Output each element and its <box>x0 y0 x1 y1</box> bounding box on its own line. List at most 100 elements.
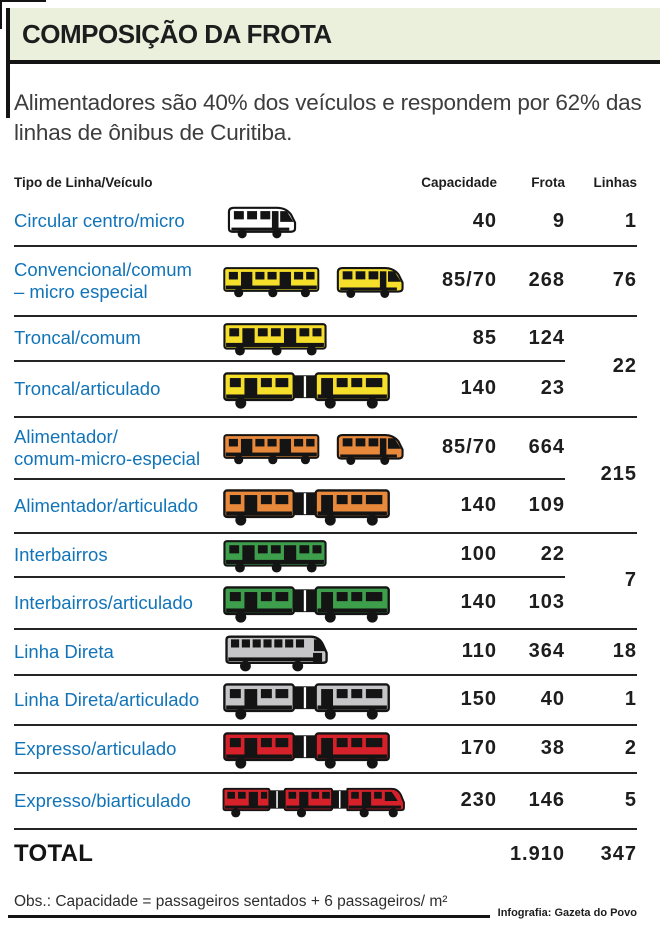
lines-value: 1 <box>565 197 637 247</box>
articulated-bus-icon <box>222 485 392 527</box>
articulated-bus-icon <box>222 728 392 770</box>
capacity-value: 140 <box>407 360 497 418</box>
lines-value: 18 <box>565 628 637 676</box>
column-header-spacer <box>214 175 407 198</box>
capacity-value: 85/70 <box>407 416 497 480</box>
capacity-value: 140 <box>407 576 497 630</box>
row-label: Interbairros/articulado <box>14 576 214 630</box>
standard-bus-icon <box>222 429 321 467</box>
column-header-capacidade: Capacidade <box>421 174 497 190</box>
crop-artifact-top <box>0 0 46 2</box>
table-row: Interbairros/articulado 140 103 <box>14 576 637 630</box>
column-header-frota: Frota <box>531 174 565 190</box>
title-band: COMPOSIÇÃO DA FROTA <box>10 8 660 60</box>
biarticulated-bus-icon <box>222 780 407 822</box>
row-label: Troncal/articulado <box>14 360 214 418</box>
table-row: Troncal/comum 85 124 22 <box>14 315 637 418</box>
subtitle: Alimentadores são 40% dos veículos e res… <box>14 90 642 146</box>
capacity-value: 230 <box>407 772 497 830</box>
micro-bus-icon <box>333 262 407 300</box>
row-label: Convencional/comum – micro especial <box>14 245 214 317</box>
capacity-value: 140 <box>407 478 497 534</box>
table-row: Linha Direta/articulado 150 40 1 <box>14 674 637 726</box>
row-label: Interbairros <box>14 532 214 578</box>
standard-bus-icon <box>222 319 328 357</box>
fleet-value: 109 <box>497 478 565 534</box>
capacity-value: 100 <box>407 532 497 578</box>
lines-value-grouped: 7 <box>565 532 637 630</box>
total-label: TOTAL <box>14 840 94 868</box>
title-rule <box>10 60 660 64</box>
fleet-value: 364 <box>497 628 565 676</box>
lines-value-grouped: 22 <box>565 315 637 418</box>
lines-value: 2 <box>565 724 637 774</box>
capacity-note: Obs.: Capacidade = passageiros sentados … <box>14 892 448 910</box>
bus-icons <box>214 628 407 676</box>
lines-value: 76 <box>565 245 637 317</box>
bus-icons <box>214 360 407 418</box>
total-capacity-empty <box>407 829 497 879</box>
bottom-rule <box>8 915 490 918</box>
table-row: Expresso/biarticulado 230 146 5 <box>14 772 637 830</box>
credit: Infografia: Gazeta do Povo <box>497 907 637 919</box>
column-header-tipo: Tipo de Linha/Veículo <box>14 174 153 190</box>
total-row: TOTAL 1.910 347 <box>14 829 637 879</box>
bus-icons <box>214 674 407 726</box>
table-row: Convencional/comum – micro especial 85/7… <box>14 245 637 317</box>
row-label: Circular centro/micro <box>14 197 214 247</box>
bus-icons <box>214 197 407 247</box>
articulated-bus-icon <box>222 679 392 721</box>
table-row: Expresso/articulado 170 38 2 <box>14 724 637 774</box>
header-row: Tipo de Linha/Veículo Capacidade Frota L… <box>14 175 637 198</box>
row-label: Alimentador/articulado <box>14 478 214 534</box>
table-row: Troncal/articulado 140 23 <box>14 360 637 418</box>
fleet-value: 40 <box>497 674 565 726</box>
fleet-value: 23 <box>497 360 565 418</box>
table-row: Alimentador/articulado 140 109 <box>14 478 637 534</box>
capacity-value: 85 <box>407 315 497 362</box>
capacity-value: 170 <box>407 724 497 774</box>
table-row: Circular centro/micro 40 9 1 <box>14 197 637 247</box>
fleet-value: 268 <box>497 245 565 317</box>
fleet-value: 146 <box>497 772 565 830</box>
row-label: Linha Direta/articulado <box>14 674 214 726</box>
row-label: Troncal/comum <box>14 315 214 362</box>
fleet-value: 9 <box>497 197 565 247</box>
lines-value: 1 <box>565 674 637 726</box>
table-row: Interbairros 100 22 7 <box>14 532 637 630</box>
total-spacer <box>214 829 407 879</box>
capacity-value: 85/70 <box>407 245 497 317</box>
fleet-value: 38 <box>497 724 565 774</box>
row-label: Linha Direta <box>14 628 214 676</box>
lines-value-grouped: 215 <box>565 416 637 534</box>
fleet-value: 22 <box>497 532 565 578</box>
micro-bus-icon <box>333 429 407 467</box>
table-row: Linha Direta 110 364 18 <box>14 628 637 676</box>
fleet-value: 103 <box>497 576 565 630</box>
lines-value: 5 <box>565 772 637 830</box>
row-label: Expresso/articulado <box>14 724 214 774</box>
total-fleet-value: 1.910 <box>509 842 565 865</box>
capacity-value: 110 <box>407 628 497 676</box>
fleet-value: 664 <box>497 416 565 480</box>
row-label: Alimentador/ comum-micro-especial <box>14 416 214 480</box>
bus-icons <box>214 478 407 534</box>
total-lines-value: 347 <box>600 842 637 865</box>
left-accent-bar <box>6 8 10 118</box>
bus-icons <box>214 772 407 830</box>
row-label: Expresso/biarticulado <box>14 772 214 830</box>
bus-icons <box>214 576 407 630</box>
micro-bus-icon <box>222 202 302 240</box>
standard-bus-icon <box>222 262 321 300</box>
crop-artifact-left <box>0 0 2 29</box>
articulated-bus-icon <box>222 582 392 624</box>
table-row: Alimentador/ comum-micro-especial 85/70 … <box>14 416 637 534</box>
fleet-table: Tipo de Linha/Veículo Capacidade Frota L… <box>14 175 637 879</box>
articulated-bus-icon <box>222 368 392 410</box>
coach-bus-icon <box>222 631 332 673</box>
page-title: COMPOSIÇÃO DA FROTA <box>22 18 332 49</box>
fleet-value: 124 <box>497 315 565 362</box>
footer: Infografia: Gazeta do Povo <box>8 907 637 919</box>
standard-bus-icon <box>222 536 328 574</box>
